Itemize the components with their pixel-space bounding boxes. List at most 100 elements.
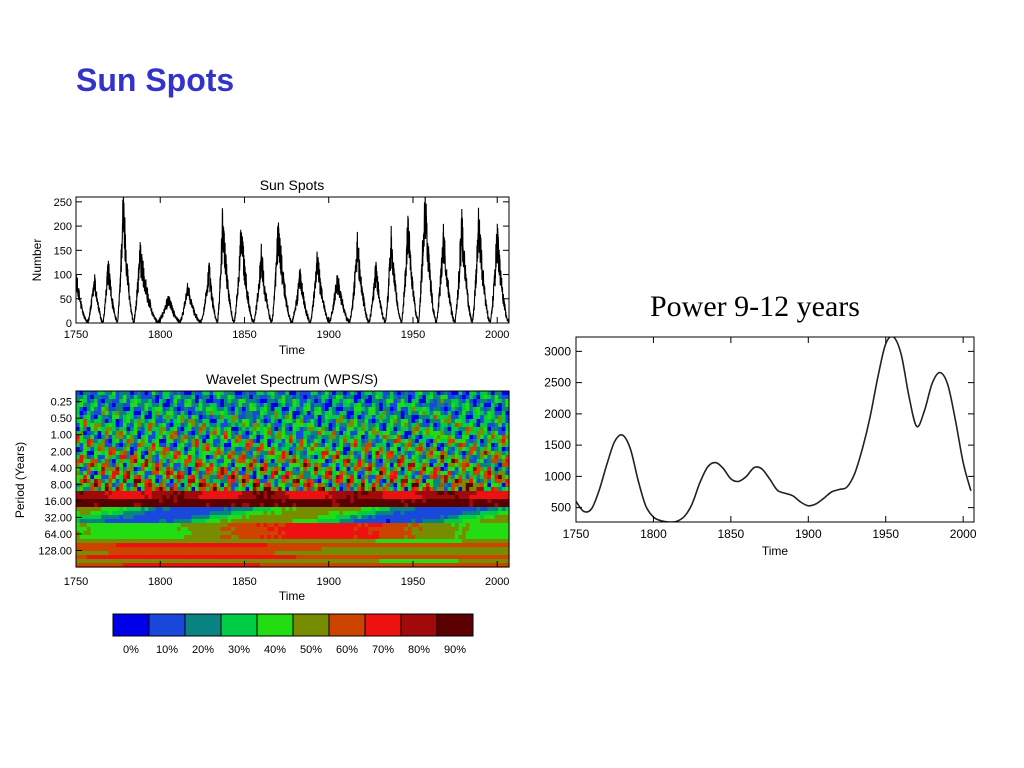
wavelet-cell — [173, 511, 178, 516]
wavelet-cell — [90, 479, 95, 484]
wavelet-cell — [140, 443, 146, 448]
wavelet-cell — [213, 483, 218, 488]
wavelet-cell — [180, 419, 185, 424]
wavelet-cell — [101, 443, 106, 448]
wavelet-cell — [267, 459, 272, 464]
wavelet-cell — [281, 443, 286, 448]
wavelet-cell — [339, 399, 344, 404]
wavelet-cell — [426, 475, 431, 480]
wavelet-cell — [97, 419, 102, 424]
wavelet-cell — [411, 527, 416, 532]
wavelet-cell — [162, 551, 167, 556]
wavelet-cell — [379, 503, 384, 508]
wavelet-cell — [94, 447, 99, 452]
wavelet-cell — [104, 439, 110, 444]
wavelet-cell — [332, 455, 337, 460]
wavelet-cell — [133, 447, 138, 452]
wavelet-cell — [209, 543, 214, 548]
wavelet-cell — [191, 503, 196, 508]
wavelet-cell — [469, 475, 474, 480]
wavelet-cell — [422, 507, 427, 512]
wavelet-cell — [498, 527, 503, 532]
wavelet-cell — [155, 403, 160, 408]
wavelet-cell — [415, 435, 420, 440]
wavelet-cell — [202, 491, 207, 496]
wavelet-cell — [310, 391, 315, 396]
wavelet-cell — [173, 463, 178, 468]
wavelet-cell — [267, 455, 272, 460]
wavelet-cell — [281, 475, 286, 480]
wavelet-cell — [458, 435, 463, 440]
wavelet-cell — [216, 527, 221, 532]
wavelet-cell — [386, 443, 391, 448]
wavelet-cell — [173, 503, 178, 508]
wavelet-cell — [343, 499, 348, 504]
wavelet-cell — [245, 419, 250, 424]
wavelet-cell — [454, 415, 460, 420]
wavelet-cell — [314, 427, 319, 432]
wavelet-cell — [339, 467, 344, 472]
wavelet-cell — [130, 491, 135, 496]
wavelet-cell — [317, 503, 322, 508]
wavelet-cell — [303, 415, 308, 420]
wavelet-cell — [292, 423, 297, 428]
wavelet-cell — [86, 531, 92, 536]
wavelet-cell — [368, 483, 373, 488]
wavelet-cell — [205, 419, 211, 424]
wavelet-cell — [429, 511, 434, 516]
wavelet-cell — [94, 419, 99, 424]
wavelet-cell — [278, 551, 283, 556]
wavelet-cell — [256, 455, 261, 460]
wavelet-cell — [184, 519, 189, 524]
wavelet-cell — [162, 427, 167, 432]
wavelet-cell — [332, 423, 337, 428]
wavelet-cell — [436, 443, 442, 448]
wavelet-cell — [350, 467, 355, 472]
wavelet-cell — [472, 495, 478, 500]
wavelet-cell — [198, 395, 203, 400]
wavelet-cell — [101, 391, 106, 396]
wavelet-cell — [375, 479, 380, 484]
wavelet-cell — [296, 455, 301, 460]
wavelet-cell — [346, 431, 351, 436]
wavelet-cell — [285, 527, 290, 532]
wavelet-cell — [480, 483, 485, 488]
wavelet-cell — [86, 515, 92, 520]
wavelet-cell — [299, 427, 304, 432]
wavelet-cell — [220, 515, 225, 520]
wavelet-cell — [299, 443, 304, 448]
wavelet-cell — [375, 511, 380, 516]
wavelet-cell — [202, 487, 207, 492]
wavelet-cell — [115, 443, 120, 448]
wavelet-cell — [155, 531, 160, 536]
wavelet-cell — [285, 423, 290, 428]
wavelet-cell — [314, 511, 319, 516]
wavelet-cell — [173, 479, 178, 484]
wavelet-cell — [249, 471, 254, 476]
wavelet-cell — [140, 527, 146, 532]
wavelet-cell — [321, 475, 326, 480]
wavelet-cell — [361, 523, 366, 528]
wavelet-cell — [306, 503, 312, 508]
wavelet-cell — [209, 499, 214, 504]
wavelet-cell — [343, 403, 348, 408]
wavelet-cell — [386, 395, 391, 400]
wavelet-cell — [306, 471, 312, 476]
wavelet-cell — [184, 415, 189, 420]
wavelet-cell — [122, 523, 128, 528]
wavelet-cell — [411, 435, 416, 440]
wavelet-cell — [108, 431, 113, 436]
wavelet-cell — [472, 503, 478, 508]
wavelet-cell — [407, 539, 413, 544]
wavelet-cell — [238, 523, 243, 528]
wavelet-cell — [469, 539, 474, 544]
wavelet-cell — [162, 471, 167, 476]
wavelet-cell — [184, 411, 189, 416]
wavelet-cell — [245, 391, 250, 396]
wavelet-cell — [368, 543, 373, 548]
wavelet-cell — [227, 403, 232, 408]
wavelet-cell — [177, 435, 182, 440]
wavelet-cell — [245, 511, 250, 516]
wavelet-cell — [83, 471, 88, 476]
wavelet-cell — [498, 407, 503, 412]
